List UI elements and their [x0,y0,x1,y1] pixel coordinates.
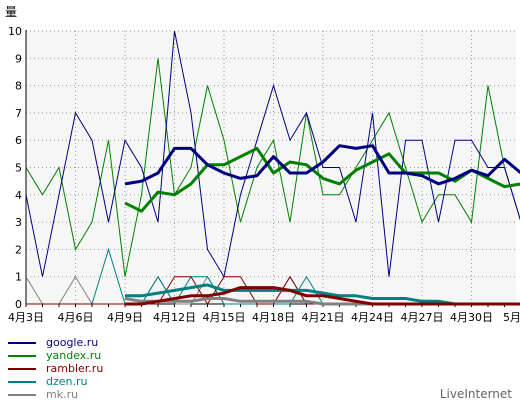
legend-swatch-rambler [8,367,36,370]
legend-swatch-dzen [8,380,36,383]
legend-item-google[interactable]: google.ru [8,336,208,349]
x-tick-label: 4月18日 [252,311,295,324]
y-tick-label: 7 [15,107,22,120]
y-tick-label: 2 [15,243,22,256]
line-chart: 量 0 1 2 3 4 5 6 7 8 9 10 4月3日 4月6日 4月9日 4月12日 4月15日 4月18… [5,5,520,324]
x-tick-label: 4月6日 [58,311,94,324]
legend-item-dzen[interactable]: dzen.ru [8,375,208,388]
series-smooth-rambler [125,286,520,306]
x-tick-label: 4月21日 [302,311,345,324]
legend-label-mk: mk.ru [46,388,79,401]
legend-swatch-google [8,341,36,344]
series-smooth-google [124,144,520,186]
x-tick-label: 4月3日 [8,311,44,324]
y-tick-label: 6 [15,134,22,147]
x-tick-label: 4月12日 [153,311,196,324]
legend-swatch-mk [8,393,36,396]
x-tick-label: 4月27日 [401,311,444,324]
series-daily-google [25,30,520,279]
x-tick-label: 4月24日 [351,311,394,324]
y-tick-label: 4 [15,189,22,202]
legend-label-dzen: dzen.ru [46,375,88,388]
series-smooth-yandex [124,146,520,213]
series-daily-yandex [25,58,520,277]
x-tick-label: 5月3日 [503,311,520,324]
liveinternet-brand: LiveInternet [439,387,512,401]
legend-item-yandex[interactable]: yandex.ru [8,349,208,362]
legend-item-rambler[interactable]: rambler.ru [8,362,208,375]
plot-area: 0 1 2 3 4 5 6 7 8 9 10 4月3日 4月6日 4月9日 4月12日 4月15日 4月18日 4… [8,25,520,324]
y-tick-label: 8 [15,80,22,93]
y-tick-label: 9 [15,52,22,65]
legend-swatch-yandex [8,354,36,357]
legend-label-google: google.ru [46,336,99,349]
y-tick-label: 5 [15,162,22,175]
legend: google.ru yandex.ru rambler.ru dzen.ru m… [8,336,208,401]
x-tick-label: 4月15日 [203,311,246,324]
y-tick-label: 0 [15,298,22,311]
x-tick-label: 4月9日 [107,311,143,324]
y-tick-label: 3 [15,216,22,229]
x-tick-label: 4月30日 [450,311,493,324]
y-axis-label: 量 [5,5,17,19]
legend-item-mk[interactable]: mk.ru [8,388,208,401]
legend-label-rambler: rambler.ru [46,362,104,375]
y-tick-label: 10 [8,25,22,38]
y-tick-label: 1 [15,271,22,284]
legend-label-yandex: yandex.ru [46,349,102,362]
